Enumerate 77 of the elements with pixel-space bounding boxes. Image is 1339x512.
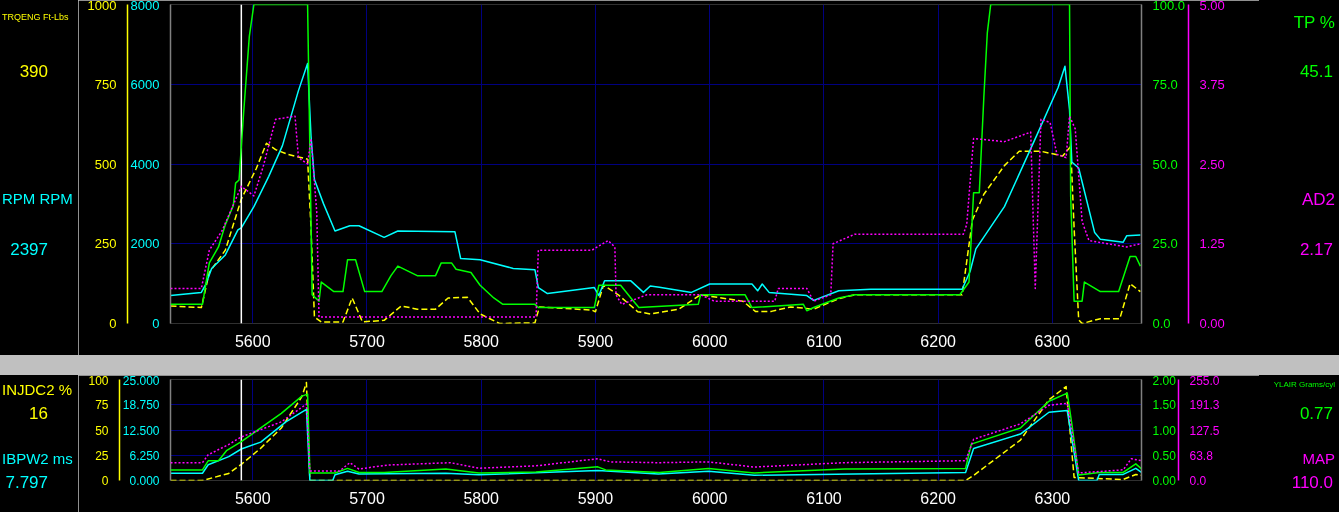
y2-tick-label: 0 xyxy=(109,316,117,331)
y2-tick-label: 750 xyxy=(94,76,117,92)
text: 2397 xyxy=(10,239,48,261)
text: 0.77 xyxy=(1299,403,1333,425)
y-tick-label: 0 xyxy=(152,316,160,331)
y2-tick-label: 250 xyxy=(94,236,117,252)
x-tick-label: 5900 xyxy=(577,489,614,507)
text: 45.1 xyxy=(1299,61,1333,83)
y-tick-label: 4000 xyxy=(130,156,160,172)
line-series xyxy=(170,4,1142,312)
x-tick-label: 6300 xyxy=(1034,332,1071,350)
text: 7.797 xyxy=(5,472,48,494)
y-tick-label: 0.000 xyxy=(129,474,160,488)
y-tick-label: 75.0 xyxy=(1152,76,1178,92)
y2-tick-label: 1000 xyxy=(87,0,117,13)
text: 110.0 xyxy=(1291,472,1333,494)
y2-tick-label: 0.00 xyxy=(1199,316,1225,331)
y-tick-label: 2.00 xyxy=(1152,373,1177,388)
y-tick-label: 1.00 xyxy=(1152,423,1177,438)
line-series xyxy=(170,408,1142,481)
y-tick-label: 0.50 xyxy=(1152,448,1177,463)
text: TP % xyxy=(1292,12,1335,34)
y2-tick-label: 2.50 xyxy=(1199,156,1225,172)
x-tick-label: 6000 xyxy=(691,489,728,507)
y-tick-label: 18.750 xyxy=(122,398,160,413)
y-tick-label: 2000 xyxy=(130,236,160,252)
y2-tick-label: 191.3 xyxy=(1189,398,1220,413)
x-tick-label: 5700 xyxy=(349,489,385,507)
line-series xyxy=(170,62,1142,302)
text: TRQENG Ft-Lbs xyxy=(2,11,70,24)
text: AD2 xyxy=(1300,189,1335,211)
y-tick-label: 25.0 xyxy=(1152,236,1178,252)
y-tick-label: 1.50 xyxy=(1152,398,1177,413)
y-tick-label: 0.0 xyxy=(1152,316,1171,331)
y2-tick-label: 500 xyxy=(94,156,117,172)
x-tick-label: 6000 xyxy=(691,332,728,350)
x-tick-label: 6100 xyxy=(806,332,842,350)
y-tick-label: 100.0 xyxy=(1152,0,1186,13)
x-tick-label: 5600 xyxy=(234,489,271,507)
y2-tick-label: 100 xyxy=(88,373,109,388)
y2-tick-label: 1.25 xyxy=(1199,236,1225,252)
x-tick-label: 5800 xyxy=(463,489,500,507)
y2-tick-label: 5.00 xyxy=(1199,0,1225,13)
y2-tick-label: 255.0 xyxy=(1189,373,1220,388)
y-tick-label: 6000 xyxy=(130,76,160,92)
text: 16 xyxy=(29,403,48,425)
y-tick-label: 25.000 xyxy=(122,373,160,388)
text: INJDC2 % xyxy=(2,380,73,400)
y-tick-label: 0.00 xyxy=(1152,474,1177,488)
y-tick-label: 6.250 xyxy=(129,448,160,463)
x-tick-label: 5600 xyxy=(234,332,271,350)
y2-tick-label: 50 xyxy=(95,423,109,438)
y-tick-label: 12.500 xyxy=(122,423,160,438)
line-series xyxy=(170,142,1142,324)
text: RPM RPM xyxy=(2,189,74,209)
x-tick-label: 5800 xyxy=(463,332,500,350)
text: MAP xyxy=(1301,449,1335,469)
x-tick-label: 6300 xyxy=(1034,489,1071,507)
x-tick-label: 5900 xyxy=(577,332,614,350)
y2-tick-label: 127.5 xyxy=(1189,423,1220,438)
y2-tick-label: 3.75 xyxy=(1199,76,1225,92)
y-tick-label: 50.0 xyxy=(1152,156,1178,172)
text: IBPW2 ms xyxy=(2,449,74,469)
x-tick-label: 6100 xyxy=(806,489,842,507)
y2-tick-label: 0.0 xyxy=(1189,474,1207,488)
y-tick-label: 8000 xyxy=(130,0,160,13)
text: 2.17 xyxy=(1299,239,1333,261)
y2-tick-label: 0 xyxy=(101,474,109,488)
line-series xyxy=(170,115,1142,318)
y2-tick-label: 25 xyxy=(95,448,109,463)
x-tick-label: 6200 xyxy=(920,332,957,350)
x-tick-label: 5700 xyxy=(349,332,385,350)
y2-tick-label: 63.8 xyxy=(1189,448,1214,463)
y2-tick-label: 75 xyxy=(95,398,109,413)
x-tick-label: 6200 xyxy=(920,489,957,507)
text: YLAIR Grams/cyl xyxy=(1272,379,1335,391)
text: 390 xyxy=(19,61,48,83)
